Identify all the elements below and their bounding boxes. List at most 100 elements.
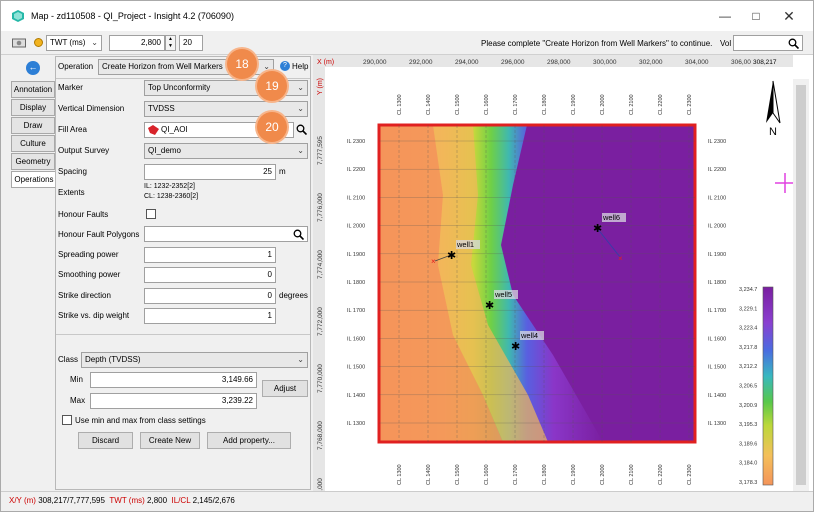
map-canvas[interactable]: X (m) 290,000 292,000 294,000 296,000 298,000… <box>313 55 813 507</box>
cl-tick-bottom: CL 2200 <box>658 464 664 485</box>
north-arrow: N <box>766 80 781 138</box>
smoothing-power-input[interactable]: 0 <box>144 267 276 283</box>
min-input[interactable]: 3,149.66 <box>90 372 257 388</box>
depth-spinner[interactable]: ▲ ▼ <box>165 35 176 51</box>
workflow-hint: Please complete "Create Horizon from Wel… <box>481 39 713 48</box>
search-icon[interactable] <box>293 229 304 240</box>
step-input[interactable]: 20 <box>179 35 203 51</box>
help-link[interactable]: Help <box>292 62 309 71</box>
il-tick-right: IL 1400 <box>708 393 726 399</box>
spacing-label: Spacing <box>58 167 87 176</box>
strike-dip-weight-input[interactable]: 1 <box>144 308 276 324</box>
il-tick-right: IL 1500 <box>708 365 726 371</box>
vol-label: Vol <box>720 39 732 48</box>
smoothing-power-label: Smoothing power <box>58 270 121 279</box>
well-trajectory <box>434 254 452 262</box>
camera-icon[interactable] <box>12 37 26 48</box>
xy-label: X/Y (m) <box>9 496 36 505</box>
colorbar-tick-label: 3,206.5 <box>739 384 757 390</box>
tab-display[interactable]: Display <box>11 99 55 116</box>
map-view[interactable]: X (m) 290,000 292,000 294,000 296,000 298,000… <box>313 55 813 507</box>
output-survey-select[interactable]: QI_demo ⌄ <box>144 143 308 159</box>
x-tick-label: 304,000 <box>685 59 709 66</box>
il-tick-right: IL 1900 <box>708 252 726 258</box>
x-tick-label: 290,000 <box>363 59 387 66</box>
minimize-icon[interactable]: — <box>719 9 731 23</box>
honour-faults-label: Honour Faults <box>58 210 109 219</box>
tab-culture[interactable]: Culture <box>11 135 55 152</box>
tab-annotation[interactable]: Annotation <box>11 81 55 98</box>
strike-direction-label: Strike direction <box>58 291 111 300</box>
use-minmax-checkbox[interactable] <box>62 415 72 425</box>
cl-tick-bottom: CL 1300 <box>397 464 403 485</box>
colorbar <box>762 286 774 486</box>
x-tick-label: 300,000 <box>593 59 617 66</box>
cl-tick-bottom: CL 1600 <box>484 464 490 485</box>
il-tick-right: IL 1800 <box>708 280 726 286</box>
x-cursor-readout: 308,217 <box>753 59 777 66</box>
add-property-button[interactable]: Add property... <box>207 432 291 449</box>
cl-tick-top: CL 1700 <box>513 94 519 115</box>
close-icon[interactable]: ✕ <box>783 8 795 24</box>
search-icon <box>788 38 799 49</box>
divider <box>56 334 310 335</box>
adjust-button[interactable]: Adjust <box>262 380 308 397</box>
cl-tick-top: CL 2200 <box>658 94 664 115</box>
depth-input[interactable]: 2,800 <box>109 35 165 51</box>
x-tick-label: 298,000 <box>547 59 571 66</box>
honour-fault-polygons-field[interactable] <box>144 226 308 242</box>
status-light-icon <box>34 38 43 47</box>
well-label: well6 <box>602 213 620 222</box>
class-select[interactable]: Depth (TVDSS) ⌄ <box>81 352 308 368</box>
tab-geometry[interactable]: Geometry <box>11 153 55 170</box>
x-tick-label: 306,00 <box>731 59 751 66</box>
il-tick-left: IL 1600 <box>347 336 365 342</box>
il-tick-right: IL 2000 <box>708 224 726 230</box>
divider <box>56 78 310 79</box>
well-symbol: ✱ <box>511 341 520 353</box>
honour-fault-polygons-label: Honour Fault Polygons <box>58 230 140 239</box>
well-label-bg <box>494 290 518 299</box>
x-axis-label: X (m) <box>317 59 334 66</box>
honour-faults-checkbox[interactable] <box>146 209 156 219</box>
max-input[interactable]: 3,239.22 <box>90 393 257 409</box>
fill-area-value: QI_AOI <box>161 125 188 134</box>
well-label-bg <box>520 331 544 340</box>
title-bar: Map - zd110508 - QI_Project - Insight 4.… <box>1 1 813 31</box>
fill-area-field[interactable]: QI_AOI <box>144 122 294 138</box>
create-new-button[interactable]: Create New <box>140 432 200 449</box>
maximize-icon[interactable]: □ <box>752 9 760 23</box>
inline-crossline-grid <box>379 125 695 442</box>
search-icon[interactable] <box>296 124 307 135</box>
ilcl-label: IL/CL <box>171 496 191 505</box>
y-tick-label: 7,768,000 <box>317 421 324 450</box>
discard-button[interactable]: Discard <box>78 432 133 449</box>
x-tick-label: 296,000 <box>501 59 525 66</box>
well-label-bg <box>602 213 626 222</box>
vertical-dimension-select[interactable]: TVDSS ⌄ <box>144 101 308 117</box>
strike-direction-input[interactable]: 0 <box>144 288 276 304</box>
tab-draw[interactable]: Draw <box>11 117 55 134</box>
il-tick-right: IL 1700 <box>708 308 726 314</box>
chevron-down-icon: ⌄ <box>91 38 98 47</box>
vertical-dimension-label: Vertical Dimension <box>58 104 125 113</box>
il-tick-left: IL 2100 <box>347 195 365 201</box>
back-arrow-icon[interactable]: ← <box>26 61 40 75</box>
il-tick-right: IL 2200 <box>708 167 726 173</box>
il-tick-left: IL 2000 <box>347 224 365 230</box>
chevron-down-icon: ⌄ <box>297 146 304 155</box>
strike-direction-unit: degrees <box>279 291 308 300</box>
vol-search-input[interactable] <box>733 35 803 51</box>
cl-tick-top: CL 2100 <box>629 94 635 115</box>
help-icon[interactable]: ? <box>280 61 290 71</box>
cl-tick-top: CL 1300 <box>397 94 403 115</box>
wells-layer: × ×✱well1✱well5✱well4✱well6 <box>431 213 626 353</box>
domain-select[interactable]: TWT (ms) ⌄ <box>46 35 102 51</box>
map-scrollbar-thumb[interactable] <box>796 85 806 485</box>
spreading-power-input[interactable]: 1 <box>144 247 276 263</box>
tab-operations[interactable]: Operations <box>11 171 56 188</box>
map-axes: X (m) 290,000 292,000 294,000 296,000 298,000… <box>313 55 793 507</box>
max-label: Max <box>70 396 86 405</box>
extents-cl: CL: 1238-2360[2] <box>144 193 199 200</box>
spacing-input[interactable]: 25 <box>144 164 276 180</box>
